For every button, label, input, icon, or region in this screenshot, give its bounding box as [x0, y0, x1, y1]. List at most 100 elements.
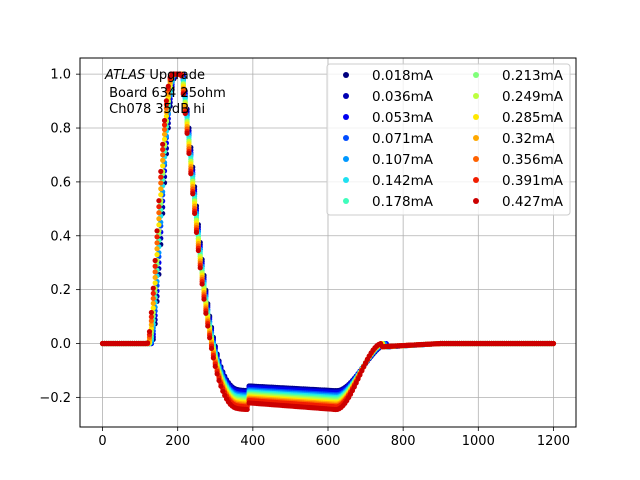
legend-marker	[473, 156, 479, 162]
annotation-line-2: Board 634 25ohm	[105, 86, 226, 101]
data-point	[178, 73, 185, 79]
data-point	[152, 274, 158, 281]
annotation-atlas: ATLAS	[104, 68, 145, 83]
legend-marker	[343, 135, 349, 141]
series-layer	[99, 71, 557, 413]
x-tick-label: 200	[165, 434, 190, 449]
legend-label: 0.249mA	[502, 89, 564, 105]
data-point	[199, 281, 205, 287]
data-point	[163, 109, 170, 115]
data-point	[154, 252, 160, 258]
x-tick-label: 400	[240, 434, 265, 449]
data-point	[148, 309, 154, 316]
legend-marker	[473, 177, 479, 183]
data-point	[158, 174, 164, 180]
data-point	[163, 105, 170, 111]
data-point	[156, 216, 162, 222]
data-point	[165, 83, 171, 89]
legend-marker	[343, 177, 349, 183]
data-point	[156, 204, 162, 210]
data-point	[160, 141, 166, 147]
data-point	[214, 371, 220, 377]
legend-marker	[343, 198, 349, 204]
legend-label: 0.178mA	[372, 194, 434, 210]
x-tick-label: 1000	[462, 434, 495, 449]
data-point	[150, 290, 156, 297]
data-point	[353, 380, 359, 386]
data-point	[146, 329, 153, 335]
data-point	[216, 377, 222, 384]
data-point	[361, 364, 367, 370]
data-point	[145, 340, 151, 346]
data-point	[161, 122, 168, 128]
legend-marker	[343, 114, 349, 120]
legend-label: 0.32mA	[502, 131, 555, 147]
legend-marker	[343, 93, 349, 99]
data-point	[180, 91, 186, 97]
data-point	[186, 150, 192, 157]
annotation-upgrade: Upgrade	[145, 68, 205, 83]
data-point	[163, 113, 170, 119]
data-point	[182, 110, 188, 116]
data-point	[359, 368, 365, 374]
legend-label: 0.213mA	[502, 68, 564, 84]
data-point	[154, 246, 160, 252]
data-point	[244, 406, 250, 413]
legend-label: 0.427mA	[502, 194, 564, 210]
data-point	[154, 228, 160, 234]
data-point	[193, 229, 200, 235]
legend-label: 0.053mA	[372, 110, 434, 126]
legend-marker	[473, 135, 479, 141]
data-point	[148, 322, 154, 328]
data-point	[208, 345, 215, 351]
legend-marker	[343, 156, 349, 162]
data-point	[163, 98, 170, 104]
data-point	[190, 191, 196, 197]
data-point	[150, 285, 156, 291]
legend-label: 0.142mA	[372, 173, 434, 189]
data-point	[148, 314, 154, 320]
data-point	[160, 157, 166, 163]
data-point	[351, 384, 357, 390]
annotation: ATLAS Upgrade Board 634 25ohm Ch078 35dB…	[104, 68, 226, 117]
data-point	[355, 376, 361, 382]
data-point	[150, 295, 156, 302]
data-point	[150, 305, 156, 311]
data-point	[154, 234, 160, 240]
legend: 0.018mA 0.036mA 0.053mA 0.071mA 0.107mA 0.142…	[326, 63, 571, 216]
x-tick-label: 600	[316, 434, 341, 449]
ticks: 0 200 400 600 800 1000 1200 −0.2 0.0 0.2 0.4 0.6 0.8…	[39, 68, 570, 449]
data-point	[207, 335, 213, 341]
data-point	[192, 210, 198, 216]
y-tick-label: 0.4	[50, 229, 71, 244]
y-tick-label: 0.0	[50, 337, 71, 352]
data-point	[156, 198, 162, 204]
data-point	[152, 257, 158, 264]
annotation-line-3: Ch078 35dB hi	[105, 102, 205, 117]
data-point	[160, 163, 166, 169]
legend-label: 0.391mA	[502, 173, 564, 189]
data-point	[212, 363, 218, 369]
data-point	[161, 126, 168, 133]
series-13	[99, 71, 557, 413]
legend-marker	[343, 72, 349, 78]
legend-box	[326, 63, 571, 216]
legend-marker	[473, 72, 479, 78]
data-point	[150, 300, 156, 306]
data-point	[357, 372, 363, 378]
data-point	[154, 240, 160, 246]
data-point	[210, 355, 216, 361]
data-point	[184, 130, 190, 136]
data-point	[161, 131, 168, 137]
legend-marker	[473, 114, 479, 120]
legend-label: 0.071mA	[372, 131, 434, 147]
data-point	[161, 117, 168, 124]
data-point	[152, 280, 158, 286]
data-point	[152, 263, 158, 269]
data-point	[156, 210, 162, 216]
data-point	[158, 192, 164, 198]
data-point	[148, 318, 154, 324]
legend-label: 0.107mA	[372, 152, 434, 168]
data-point	[156, 222, 162, 228]
legend-label: 0.018mA	[372, 68, 434, 84]
